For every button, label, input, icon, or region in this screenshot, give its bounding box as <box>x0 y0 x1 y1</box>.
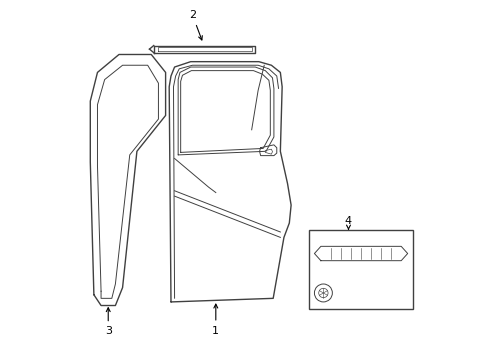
Text: 3: 3 <box>104 308 111 336</box>
Polygon shape <box>259 145 276 156</box>
Text: 1: 1 <box>212 304 219 336</box>
Polygon shape <box>314 246 407 261</box>
Circle shape <box>314 284 332 302</box>
Text: 2: 2 <box>188 10 202 40</box>
Polygon shape <box>153 45 254 53</box>
Bar <box>308 230 412 309</box>
Circle shape <box>318 288 327 298</box>
Text: 4: 4 <box>344 216 351 229</box>
